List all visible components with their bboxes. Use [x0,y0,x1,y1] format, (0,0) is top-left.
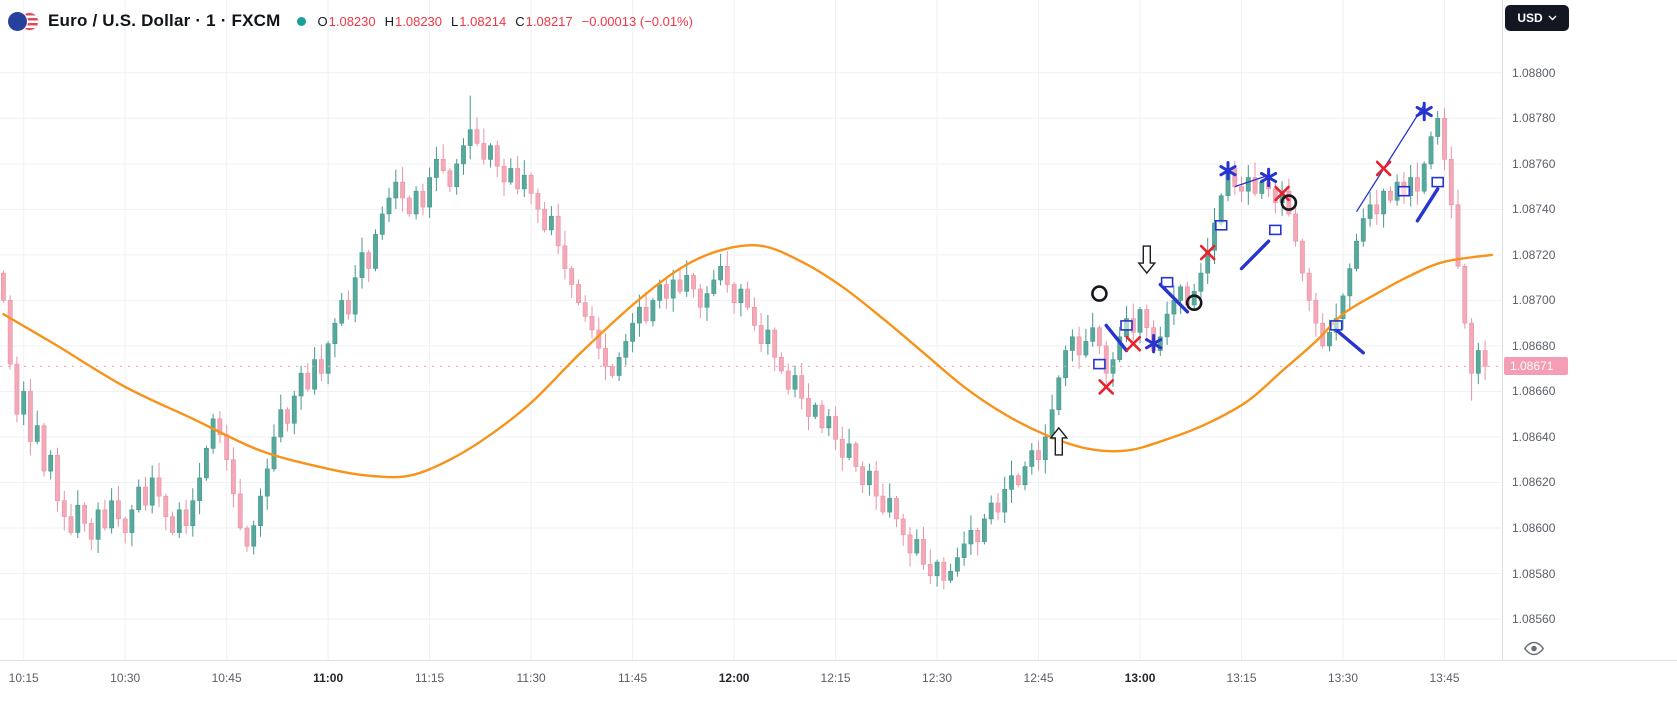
candle-wicks [2,95,1486,590]
annotation-asterisks[interactable] [1145,101,1433,354]
price-axis-label: 1.08640 [1512,429,1556,444]
last-price-label: 1.08671 [1504,357,1568,376]
grid-lines [0,0,1502,660]
annotation-squares[interactable] [1093,176,1444,370]
ma-line[interactable] [2,243,1494,479]
time-axis-label: 11:30 [516,671,546,685]
annotation-segments[interactable] [1104,187,1440,355]
time-axis-label: 11:15 [415,671,445,685]
time-axis-label: 13:45 [1429,671,1460,685]
currency-selector-button[interactable]: USD [1505,5,1569,31]
price-axis-label: 1.08660 [1512,384,1556,399]
price-axis-label: 1.08760 [1512,156,1556,171]
time-axis-label: 12:45 [1023,671,1054,685]
price-axis-label: 1.08720 [1512,247,1556,262]
candle-bodies [0,118,1488,581]
chart-pane[interactable]: Euro / U.S. Dollar · 1 · FXCM O1.08230 H… [0,0,1502,660]
price-axis-label: 1.08800 [1512,65,1556,80]
time-axis-label: 10:15 [8,671,39,685]
time-axis-label: 13:30 [1327,671,1359,685]
currency-label: USD [1517,11,1543,25]
annotation-arrows[interactable] [1049,245,1157,456]
time-axis[interactable]: 10:15 10:30 10:45 11:00 11:15 11:30 11:45 12:00… [0,660,1677,707]
time-axis-label: 12:15 [820,671,851,685]
time-axis-label: 13:15 [1226,671,1257,685]
time-axis-label: 12:00 [718,671,750,685]
price-axis-label: 1.08700 [1512,293,1556,308]
price-axis-label: 1.08580 [1512,566,1556,581]
price-axis-label: 1.08600 [1512,521,1556,535]
price-axis-label: 1.08680 [1512,338,1556,353]
time-axis-label: 11:00 [313,671,344,685]
price-axis-label: 1.08620 [1512,475,1556,490]
price-axis[interactable]: USD 1.08800 1.08780 1.08760 1.08740 1.08720 1… [1502,0,1677,660]
annotation-circles[interactable] [1091,194,1298,312]
time-axis-label: 10:30 [110,671,141,685]
annotation-trend-lines[interactable] [1234,104,1425,213]
candlestick-chart-canvas[interactable] [0,0,1502,660]
price-axis-label: 1.08740 [1512,202,1556,217]
time-axis-label: 13:00 [1124,671,1156,685]
price-axis-label: 1.08560 [1512,612,1556,627]
time-axis-label: 10:45 [211,671,242,685]
time-axis-label: 12:30 [922,671,953,685]
annotation-x-marks[interactable] [1098,160,1392,395]
price-axis-label: 1.08780 [1512,111,1556,126]
time-axis-label: 11:45 [618,671,648,685]
chevron-down-icon [1548,15,1557,21]
eye-icon[interactable] [1523,640,1545,657]
